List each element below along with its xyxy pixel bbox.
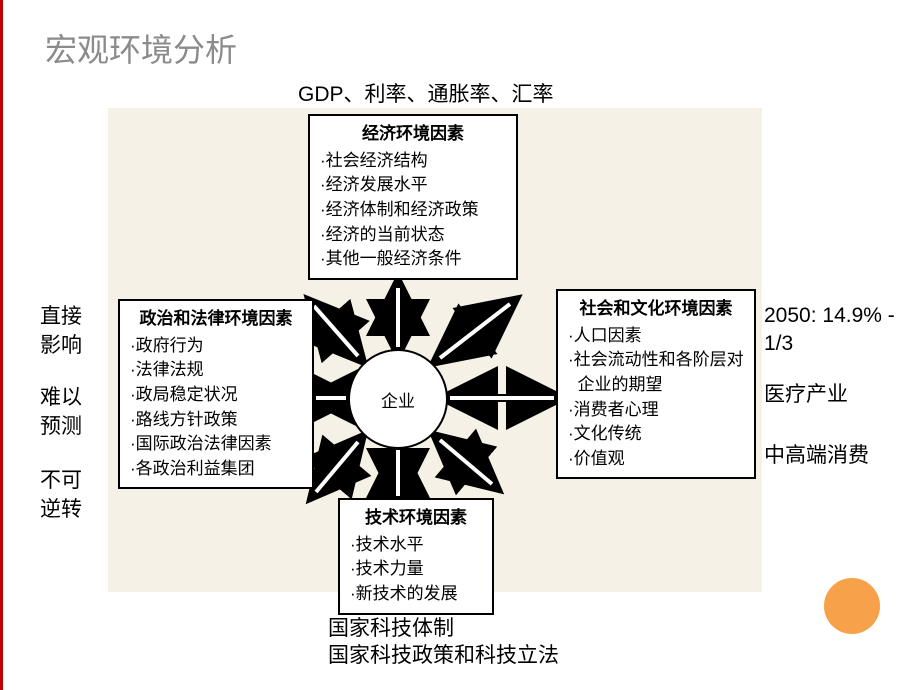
box-item: ·经济的当前状态 <box>320 223 506 248</box>
right-annotation: 医疗产业 <box>764 381 848 409</box>
center-enterprise: 企业 <box>348 349 448 449</box>
slide-title: 宏观环境分析 <box>45 25 237 71</box>
box-item: ·经济发展水平 <box>320 173 506 198</box>
box-item: ·技术水平 <box>350 533 482 558</box>
box-title: 经济环境因素 <box>320 122 506 147</box>
box-item: ·消费者心理 <box>568 398 744 423</box>
box-item: ·政局稳定状况 <box>130 383 302 408</box>
top-note: GDP、利率、通胀率、汇率 <box>298 78 554 108</box>
box-item: ·技术力量 <box>350 557 482 582</box>
box-item: ·其他一般经济条件 <box>320 247 506 272</box>
box-item: ·各政治利益集团 <box>130 457 302 482</box>
accent-bar <box>0 0 3 690</box>
left-annotation: 不可逆转 <box>40 466 82 525</box>
box-title: 技术环境因素 <box>350 506 482 531</box>
bottom-note-line2: 国家科技政策和科技立法 <box>328 642 559 669</box>
right-annotation: 2050: 14.9% - 1/3 <box>764 302 920 359</box>
left-annotation: 难以预测 <box>40 383 82 442</box>
bottom-note: 国家科技体制 国家科技政策和科技立法 <box>328 615 559 670</box>
box-item: ·法律法规 <box>130 358 302 383</box>
left-annotation: 直接影响 <box>40 302 82 361</box>
box-political: 政治和法律环境因素·政府行为·法律法规·政局稳定状况·路线方针政策·国际政治法律… <box>118 299 314 489</box>
box-item: ·国际政治法律因素 <box>130 432 302 457</box>
box-social: 社会和文化环境因素·人口因素·社会流动性和各阶层对 企业的期望·消费者心理·文化… <box>556 289 756 479</box>
bottom-note-line1: 国家科技体制 <box>328 615 559 642</box>
box-item: ·价值观 <box>568 447 744 472</box>
box-item: ·新技术的发展 <box>350 582 482 607</box>
center-label: 企业 <box>381 387 415 412</box>
box-item: ·路线方针政策 <box>130 408 302 433</box>
orange-decoration <box>824 578 880 634</box>
box-item: ·人口因素 <box>568 324 744 349</box>
box-title: 社会和文化环境因素 <box>568 297 744 322</box>
box-economy: 经济环境因素·社会经济结构·经济发展水平·经济体制和经济政策·经济的当前状态·其… <box>308 114 518 280</box>
box-item: ·政府行为 <box>130 334 302 359</box>
box-item: ·社会经济结构 <box>320 149 506 174</box>
box-item: ·社会流动性和各阶层对 企业的期望 <box>568 348 744 397</box>
box-tech: 技术环境因素·技术水平·技术力量·新技术的发展 <box>338 498 494 615</box>
box-item: ·文化传统 <box>568 422 744 447</box>
right-annotation: 中高端消费 <box>764 442 869 470</box>
box-title: 政治和法律环境因素 <box>130 307 302 332</box>
box-item: ·经济体制和经济政策 <box>320 198 506 223</box>
